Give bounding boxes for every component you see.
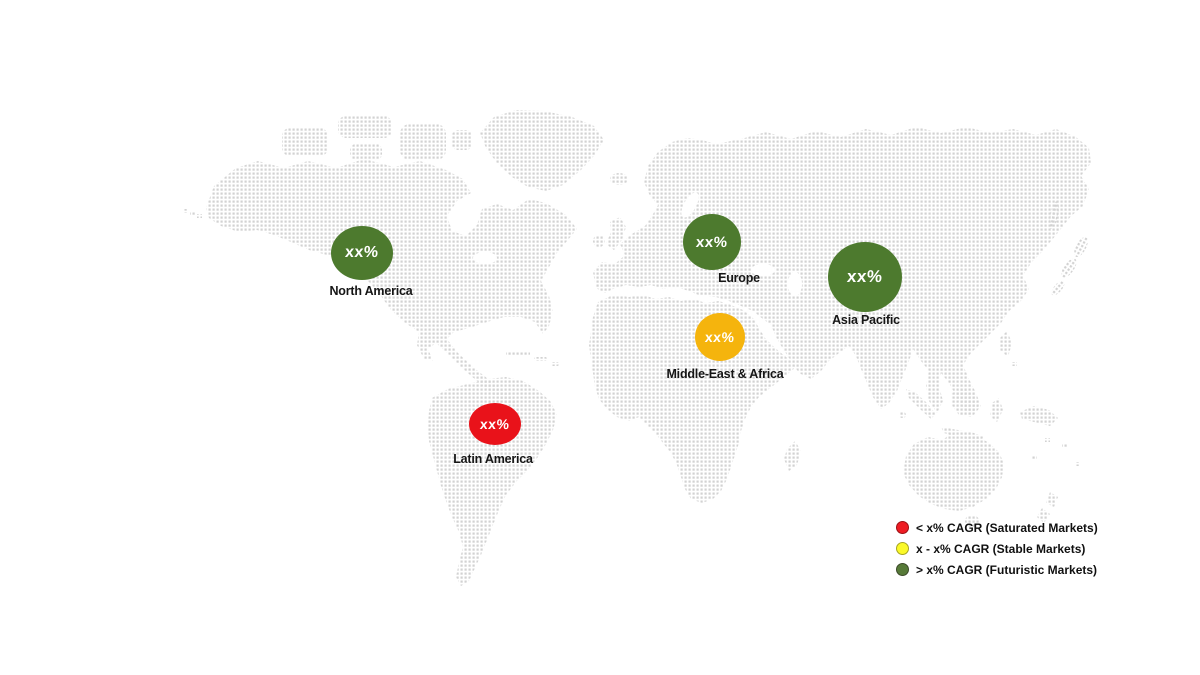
region-bubble-north-america: xx% <box>331 226 393 280</box>
legend-label: x - x% CAGR (Stable Markets) <box>916 541 1086 556</box>
legend-item: x - x% CAGR (Stable Markets) <box>896 540 1098 557</box>
region-cagr-value: xx% <box>695 233 729 251</box>
region-cagr-value: xx% <box>344 244 380 261</box>
region-label-north-america: North America <box>329 284 413 298</box>
region-bubble-asia-pacific: xx% <box>828 242 902 312</box>
legend: < x% CAGR (Saturated Markets) x - x% CAGR… <box>896 519 1098 578</box>
region-label-latin-america: Latin America <box>453 452 533 466</box>
region-bubble-europe: xx% <box>683 214 741 270</box>
region-cagr-value: xx% <box>846 267 884 286</box>
legend-swatch-icon <box>896 521 909 534</box>
legend-label: > x% CAGR (Futuristic Markets) <box>916 562 1098 577</box>
region-label-middle-east-africa: Middle-East & Africa <box>666 367 784 381</box>
region-label-europe: Europe <box>718 271 760 285</box>
legend-label: < x% CAGR (Saturated Markets) <box>916 520 1098 535</box>
region-label-asia-pacific: Asia Pacific <box>832 313 900 327</box>
region-bubble-latin-america: xx% <box>469 403 521 445</box>
legend-item: > x% CAGR (Futuristic Markets) <box>896 561 1098 578</box>
region-bubble-middle-east-africa: xx% <box>695 313 745 361</box>
legend-swatch-icon <box>896 563 909 576</box>
region-cagr-value: xx% <box>704 329 736 345</box>
region-cagr-value: xx% <box>479 416 511 432</box>
legend-swatch-icon <box>896 542 909 555</box>
legend-item: < x% CAGR (Saturated Markets) <box>896 519 1098 536</box>
